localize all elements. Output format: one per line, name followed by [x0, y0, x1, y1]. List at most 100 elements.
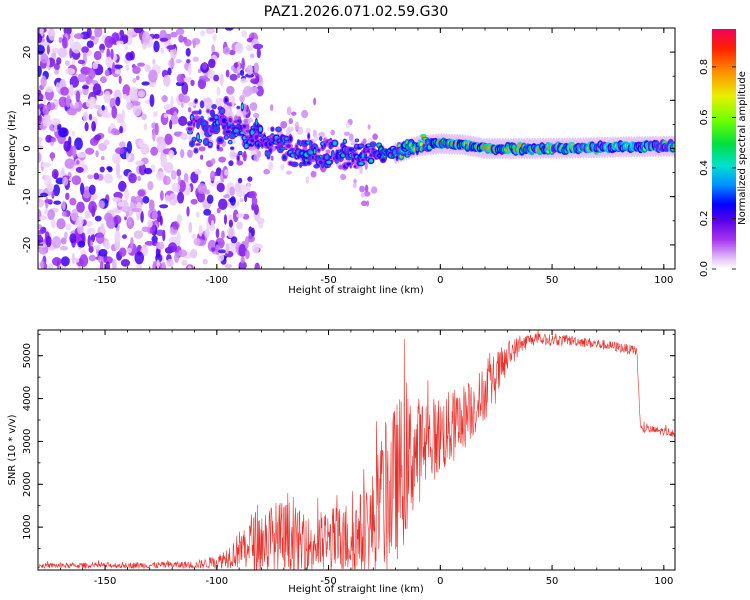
spectrogram-cell: [75, 166, 84, 173]
spectrogram-cell: [170, 114, 179, 125]
spectrogram-cell: [46, 44, 50, 55]
spectrogram-cell: [51, 218, 56, 229]
spectrogram-cell: [111, 259, 117, 269]
spectrogram-cell: [361, 158, 365, 162]
spectrogram-cell: [241, 104, 244, 110]
spectrogram-cell: [212, 105, 216, 109]
spectrogram-cell: [58, 96, 68, 108]
spectrogram-cell: [244, 249, 250, 260]
spectrogram-cell: [248, 226, 253, 233]
spectrogram-cell: [234, 42, 244, 54]
spectrogram-cell: [119, 125, 124, 134]
spectrogram-cell: [42, 104, 50, 116]
spectrogram-cell: [340, 173, 347, 180]
spectrogram-cell: [166, 258, 174, 267]
spectrogram-cell: [79, 254, 89, 267]
spectrogram-cell: [187, 64, 192, 76]
spectrogram-cell: [211, 44, 216, 54]
spectrogram-cell: [176, 168, 182, 177]
spectrogram-cell: [353, 165, 356, 168]
colorbar-tick-label: 0.2: [699, 211, 710, 227]
spectrogram-cell: [40, 260, 45, 269]
spectrogram-cell: [111, 105, 118, 119]
spectrogram-cell: [155, 171, 165, 181]
spectrogram-cell: [241, 153, 248, 158]
spectrogram-cell: [176, 214, 183, 224]
spectrogram-cell: [140, 210, 144, 223]
spectrogram-cell: [56, 218, 66, 230]
spectrogram-cell: [238, 244, 247, 257]
spectrogram-cell: [204, 139, 208, 145]
spectrogram-cell: [218, 156, 226, 163]
spectrogram-cell: [313, 97, 317, 106]
spectrogram-cell: [88, 184, 96, 195]
spectrogram-cell: [118, 247, 127, 257]
spectrogram-cell: [171, 182, 181, 192]
spectrogram-cell: [86, 28, 92, 39]
spectrogram-cell: [141, 31, 151, 45]
spectrogram-y-tick-label: 0: [22, 145, 33, 151]
spectrogram-cell: [103, 139, 110, 146]
spectrogram-cell: [38, 33, 43, 44]
spectrogram-cell: [258, 133, 262, 137]
spectrogram-cell: [325, 149, 331, 154]
spectrogram-cell: [110, 128, 119, 136]
spectrogram-cell: [95, 232, 105, 244]
spectrogram-cell: [159, 37, 169, 42]
spectrogram-cell: [54, 69, 59, 75]
spectrogram-cell: [136, 75, 140, 81]
spectrogram-cell: [93, 104, 101, 110]
spectrogram-cell: [151, 211, 158, 220]
spectrogram-cell: [239, 69, 245, 76]
spectrogram-cell: [69, 47, 73, 59]
spectrogram-cell: [359, 165, 363, 175]
spectrogram-cell: [130, 195, 137, 203]
spectrogram-cell: [86, 220, 93, 227]
spectrogram-cell: [228, 219, 234, 228]
spectrogram-cell: [198, 224, 203, 237]
spectrogram-cell: [229, 73, 238, 81]
spectrogram-cell: [115, 96, 121, 107]
snr-series-line: [38, 330, 675, 570]
spectrogram-cell: [177, 175, 181, 185]
spectrogram-cell: [242, 103, 247, 111]
spectrogram-cell: [113, 207, 119, 214]
spectrogram-cell: [200, 130, 206, 138]
spectrogram-cell: [210, 158, 216, 165]
spectrogram-cell: [216, 182, 225, 193]
spectrogram-cell: [128, 173, 137, 184]
spectrogram-cell: [332, 141, 337, 146]
spectrogram-cell: [77, 59, 86, 65]
spectrogram-cell: [190, 248, 198, 259]
spectrogram-cell: [238, 151, 242, 155]
spectrogram-cell: [167, 67, 172, 76]
spectrogram-cell: [64, 158, 75, 169]
spectrogram-cell: [38, 44, 45, 55]
spectrogram-cell: [65, 223, 72, 231]
spectrogram-cell: [104, 69, 110, 77]
spectrogram-cell: [141, 113, 147, 121]
spectrogram-cell: [77, 73, 87, 83]
spectrogram-x-tick-label: 50: [546, 275, 559, 286]
spectrogram-cell: [52, 184, 61, 197]
spectrogram-cell: [238, 261, 247, 269]
spectrogram-cell: [154, 122, 159, 136]
spectrogram-cell: [198, 139, 202, 143]
spectrogram-cell: [115, 147, 125, 155]
spectrogram-cell: [317, 148, 321, 152]
spectrogram-cell: [242, 124, 246, 128]
spectrogram-cell: [248, 86, 259, 94]
spectrogram-cell: [206, 109, 210, 113]
spectrogram-cell: [343, 139, 347, 143]
spectrogram-cell: [112, 197, 121, 203]
spectrogram-cell: [170, 95, 174, 109]
spectrogram-cell: [217, 125, 220, 129]
spectrogram-cell: [291, 111, 297, 116]
spectrogram-cell: [75, 90, 81, 103]
spectrogram-cell: [80, 249, 87, 256]
spectrogram-cell: [192, 56, 199, 62]
spectrogram-cell: [71, 145, 77, 159]
spectrogram-cell: [204, 228, 210, 238]
spectrogram-cell: [175, 59, 182, 64]
spectrogram-cell: [305, 176, 310, 185]
